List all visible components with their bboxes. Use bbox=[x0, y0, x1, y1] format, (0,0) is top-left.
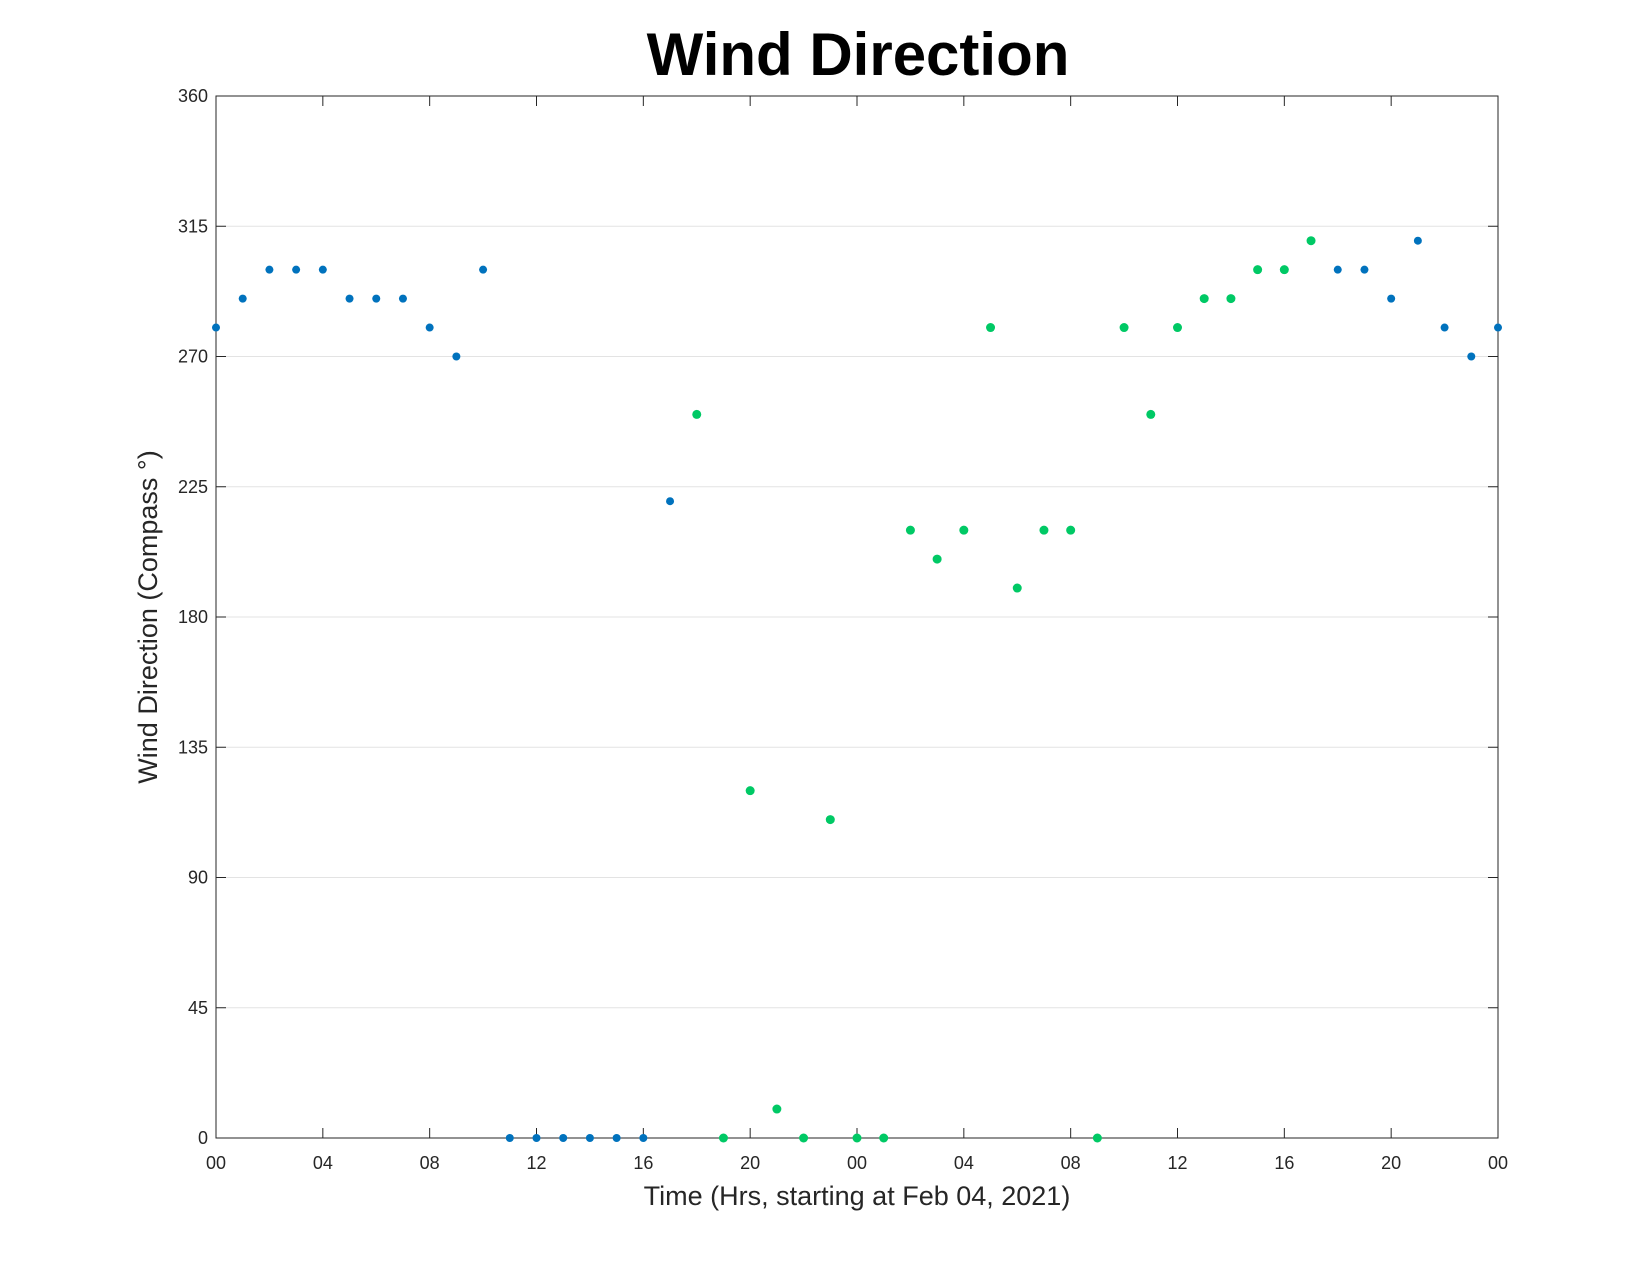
data-point bbox=[1494, 323, 1502, 332]
data-point bbox=[1467, 352, 1476, 361]
data-point bbox=[772, 1104, 782, 1114]
data-point bbox=[1012, 583, 1022, 593]
data-point bbox=[559, 1134, 568, 1142]
x-tick-label: 08 bbox=[1061, 1153, 1081, 1173]
data-point bbox=[959, 525, 969, 535]
data-point bbox=[452, 352, 461, 361]
x-tick-label: 20 bbox=[740, 1153, 760, 1173]
data-point bbox=[692, 409, 702, 419]
data-point bbox=[1066, 525, 1076, 535]
data-point bbox=[212, 323, 220, 332]
data-point bbox=[265, 265, 274, 274]
y-axis-label: Wind Direction (Compass °) bbox=[133, 450, 163, 783]
data-point bbox=[479, 265, 488, 274]
data-point bbox=[986, 323, 996, 333]
x-tick-label: 16 bbox=[633, 1153, 653, 1173]
data-point bbox=[1333, 265, 1342, 274]
data-point bbox=[905, 525, 915, 535]
data-point bbox=[425, 323, 434, 332]
x-tick-label: 16 bbox=[1274, 1153, 1294, 1173]
data-point bbox=[1440, 323, 1449, 332]
y-tick-label: 45 bbox=[188, 998, 208, 1018]
data-point bbox=[292, 265, 301, 274]
data-point bbox=[639, 1134, 648, 1142]
data-point bbox=[505, 1134, 514, 1142]
x-tick-label: 20 bbox=[1381, 1153, 1401, 1173]
y-tick-label: 225 bbox=[178, 477, 208, 497]
x-tick-label: 12 bbox=[1167, 1153, 1187, 1173]
data-point bbox=[1226, 294, 1236, 304]
y-tick-label: 180 bbox=[178, 607, 208, 627]
data-point bbox=[799, 1133, 809, 1143]
y-tick-label: 135 bbox=[178, 737, 208, 757]
x-axis-label: Time (Hrs, starting at Feb 04, 2021) bbox=[644, 1181, 1071, 1211]
data-point bbox=[318, 265, 327, 274]
data-point bbox=[852, 1133, 862, 1143]
x-axis-ticks: 00 04 08 12 16 20 00 04 08 12 16 20 00 bbox=[206, 96, 1508, 1173]
y-tick-label: 0 bbox=[198, 1128, 208, 1148]
x-tick-label: 04 bbox=[954, 1153, 974, 1173]
gridlines bbox=[216, 225, 1498, 1009]
data-point bbox=[612, 1134, 621, 1142]
data-point bbox=[1199, 294, 1209, 304]
data-point bbox=[1173, 323, 1182, 333]
data-point bbox=[1253, 265, 1263, 275]
data-point bbox=[585, 1134, 594, 1142]
data-point bbox=[745, 786, 755, 796]
data-point bbox=[372, 294, 381, 303]
x-tick-label: 00 bbox=[1488, 1153, 1508, 1173]
data-points bbox=[212, 236, 1502, 1143]
data-point bbox=[1279, 265, 1289, 275]
data-point bbox=[1306, 236, 1316, 246]
data-point bbox=[398, 294, 407, 303]
y-tick-label: 315 bbox=[178, 216, 208, 236]
x-tick-label: 04 bbox=[313, 1153, 333, 1173]
data-point bbox=[238, 294, 247, 303]
data-point bbox=[666, 497, 675, 506]
data-point bbox=[1413, 236, 1422, 245]
data-point bbox=[879, 1133, 889, 1143]
y-tick-label: 270 bbox=[178, 347, 208, 367]
data-point bbox=[932, 554, 942, 564]
y-tick-label: 90 bbox=[188, 868, 208, 888]
data-point bbox=[1387, 294, 1396, 303]
data-point bbox=[345, 294, 354, 303]
data-point bbox=[1146, 409, 1156, 419]
data-point bbox=[1092, 1133, 1102, 1143]
data-point bbox=[825, 815, 835, 825]
data-point bbox=[1039, 525, 1049, 535]
x-tick-label: 12 bbox=[526, 1153, 546, 1173]
x-tick-label: 00 bbox=[206, 1153, 226, 1173]
data-point bbox=[1119, 323, 1129, 333]
y-axis-ticks: 0 45 90 135 180 225 270 315 360 bbox=[178, 86, 1498, 1148]
data-point bbox=[1360, 265, 1369, 274]
data-point bbox=[532, 1134, 541, 1142]
chart-title: Wind Direction bbox=[647, 21, 1070, 88]
y-tick-label: 360 bbox=[178, 86, 208, 106]
x-tick-label: 08 bbox=[420, 1153, 440, 1173]
x-tick-label: 00 bbox=[847, 1153, 867, 1173]
data-point bbox=[718, 1133, 728, 1143]
